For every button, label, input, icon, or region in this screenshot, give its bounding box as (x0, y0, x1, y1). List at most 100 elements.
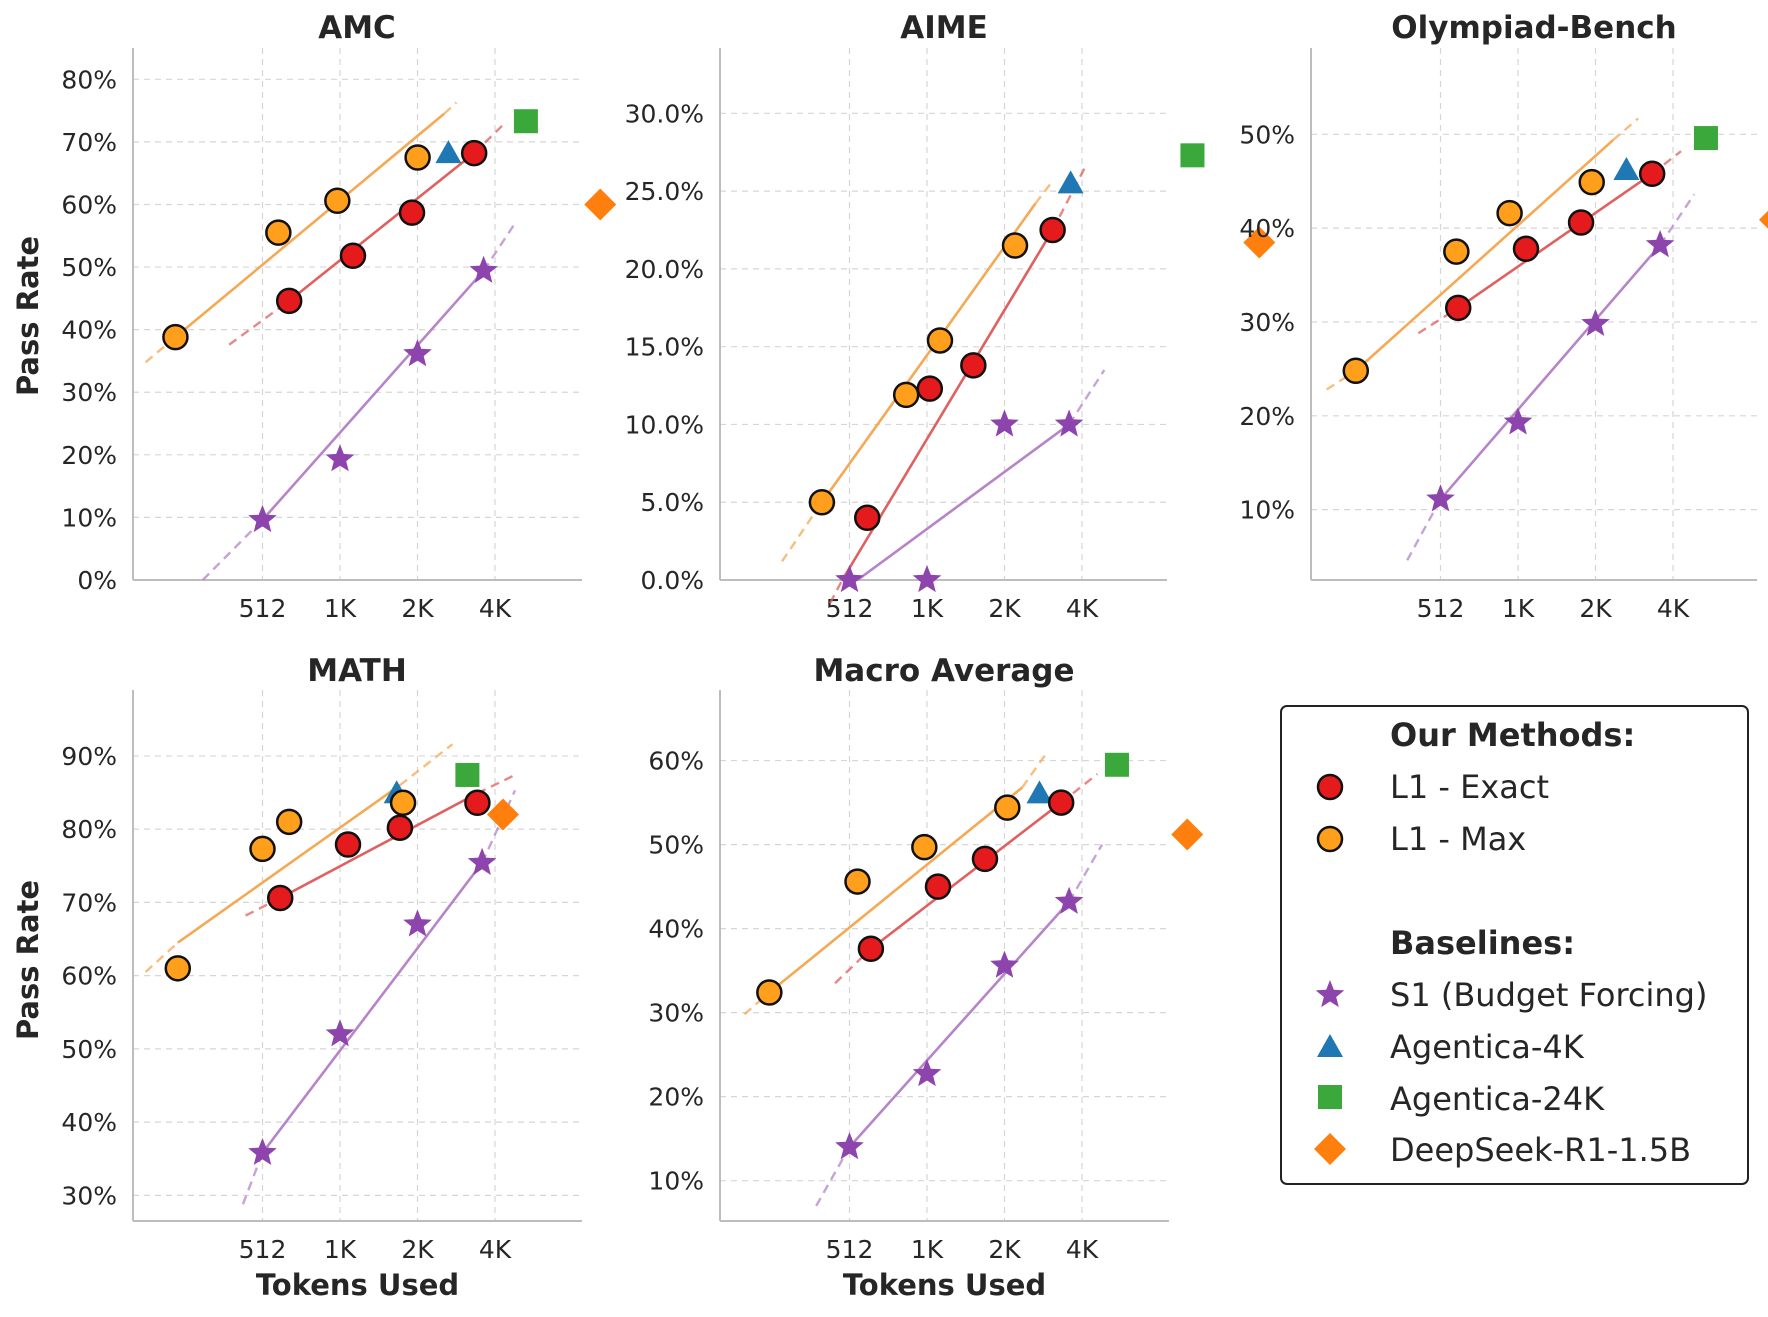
point-s1 (1426, 484, 1455, 512)
legend-label-ds: DeepSeek-R1-1.5B (1390, 1131, 1691, 1169)
panel-title: Olympiad-Bench (1391, 10, 1676, 46)
point-ag24k (1104, 752, 1129, 777)
y-tick-label: 80% (61, 65, 117, 94)
point-exact (1512, 235, 1540, 263)
trend-extension-s1 (815, 1146, 851, 1207)
trend-s1 (848, 900, 1071, 1148)
trend-extension-max (1326, 369, 1357, 391)
point-s1 (325, 444, 355, 472)
trend-extension-max (1612, 117, 1639, 141)
point-ag24k (455, 762, 480, 787)
point-exact (334, 831, 362, 858)
trend-extension-max (781, 501, 823, 563)
point-max (1496, 199, 1523, 227)
point-max (404, 144, 431, 171)
point-ag24k (513, 109, 538, 134)
y-tick-label: 15.0% (625, 333, 704, 362)
point-exact (460, 139, 488, 167)
point-s1 (1054, 886, 1084, 914)
y-tick-label: 30.0% (625, 99, 704, 128)
trend-extension-s1 (1068, 843, 1104, 903)
point-max (162, 323, 189, 351)
panel-aime: AIME0.0%5.0%10.0%15.0%20.0%25.0%30.0%512… (625, 10, 1276, 623)
x-tick-label: 4K (1066, 1235, 1099, 1264)
y-tick-label: 10.0% (625, 410, 704, 439)
y-tick-label: 40% (61, 316, 117, 345)
point-s1 (248, 504, 277, 533)
point-exact (1039, 216, 1066, 244)
point-exact (1444, 294, 1472, 322)
x-tick-label: 2K (401, 1235, 434, 1264)
y-tick-label: 70% (61, 128, 117, 157)
point-ds (487, 798, 520, 831)
trend-extension-max (1021, 751, 1049, 789)
x-tick-label: 512 (239, 594, 287, 623)
point-ag4k (1613, 156, 1640, 180)
point-ag4k (1026, 780, 1053, 804)
y-tick-label: 60% (61, 962, 117, 991)
y-tick-label: 70% (61, 888, 117, 917)
point-exact (464, 789, 491, 817)
trend-extension-exact (1051, 167, 1086, 231)
point-exact (398, 199, 426, 226)
y-tick-label: 30% (1239, 308, 1295, 337)
point-ds (1243, 226, 1276, 259)
y-tick-label: 30% (61, 378, 117, 407)
point-max (389, 789, 417, 817)
y-tick-label: 20.0% (625, 255, 704, 284)
y-tick-label: 20% (1239, 402, 1295, 431)
trend-extension-s1 (482, 222, 517, 272)
trend-extension-s1 (201, 519, 264, 581)
point-s1 (467, 847, 497, 875)
point-max (808, 488, 836, 516)
trend-max (768, 786, 1024, 994)
point-max (249, 835, 276, 863)
trend-extension-s1 (1406, 498, 1442, 561)
trend-extension-exact (1417, 306, 1459, 335)
point-max (1001, 232, 1029, 259)
point-ag4k (1057, 170, 1084, 194)
trend-exact (1457, 172, 1653, 309)
point-max (892, 381, 920, 409)
y-tick-label: 50% (61, 253, 117, 282)
point-max (926, 327, 954, 354)
legend-marker-ag4k (1317, 1034, 1343, 1057)
x-tick-label: 4K (1066, 594, 1099, 623)
y-tick-label: 0% (77, 566, 117, 595)
trend-extension-max (743, 991, 771, 1016)
trend-extension-max (443, 101, 458, 115)
point-s1 (912, 565, 942, 593)
y-tick-label: 5.0% (640, 488, 704, 517)
y-axis-label-top: Pass Rate (11, 236, 45, 396)
trend-max (177, 784, 401, 944)
trend-extension-s1 (1659, 193, 1696, 246)
trend-extension-max (144, 941, 179, 973)
y-tick-label: 30% (648, 999, 704, 1028)
point-exact (1567, 209, 1595, 236)
point-exact (971, 845, 999, 873)
point-exact (386, 814, 414, 841)
point-max (265, 219, 292, 246)
point-exact (266, 884, 294, 912)
point-max (324, 187, 351, 214)
point-s1 (325, 1019, 355, 1047)
point-exact (916, 375, 944, 402)
point-s1 (1581, 308, 1610, 336)
y-tick-label: 10% (1239, 496, 1295, 525)
point-exact (857, 935, 885, 963)
trend-s1 (261, 269, 485, 521)
legend: Our Methods: L1 - Exact L1 - Max Baselin… (1280, 705, 1749, 1185)
y-tick-label: 20% (61, 441, 117, 470)
y-tick-label: 60% (61, 190, 117, 219)
panel-title: AMC (318, 10, 396, 46)
point-max (1342, 357, 1370, 385)
y-tick-label: 0.0% (640, 566, 704, 595)
x-tick-label: 1K (1502, 594, 1535, 623)
x-tick-label: 512 (1417, 594, 1465, 623)
y-axis-label-bottom: Pass Rate (11, 880, 45, 1040)
point-s1 (403, 339, 432, 367)
trend-exact (288, 152, 475, 302)
y-tick-label: 50% (1239, 120, 1295, 149)
point-exact (1047, 789, 1075, 816)
y-tick-label: 40% (648, 915, 704, 944)
